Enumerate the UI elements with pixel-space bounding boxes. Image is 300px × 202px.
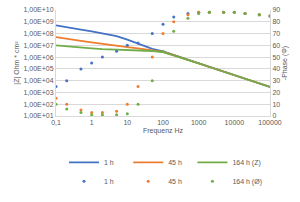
- svg-text:-Phase (Φ): -Phase (Φ): [281, 46, 289, 80]
- svg-text:100: 100: [157, 119, 169, 126]
- svg-text:1,00E+07: 1,00E+07: [23, 42, 53, 49]
- svg-text:1,00E+10: 1,00E+10: [23, 6, 53, 13]
- svg-text:1,00E+09: 1,00E+09: [23, 18, 53, 25]
- svg-text:90: 90: [272, 6, 280, 13]
- svg-text:40: 40: [272, 65, 280, 72]
- svg-text:1,00E+06: 1,00E+06: [23, 54, 53, 61]
- svg-text:70: 70: [272, 30, 280, 37]
- svg-text:10: 10: [123, 119, 131, 126]
- svg-text:1000: 1000: [191, 119, 207, 126]
- svg-text:1,00E+03: 1,00E+03: [23, 89, 53, 96]
- svg-text:1,00E+01: 1,00E+01: [23, 112, 53, 119]
- svg-text:1,00E+02: 1,00E+02: [23, 101, 53, 108]
- svg-text:30: 30: [272, 77, 280, 84]
- svg-text:45 h: 45 h: [168, 178, 182, 185]
- svg-text:164 h (Z): 164 h (Z): [232, 159, 260, 167]
- svg-text:10000: 10000: [225, 119, 245, 126]
- svg-text:Frequenz Hz: Frequenz Hz: [143, 127, 184, 135]
- svg-text:1: 1: [90, 119, 94, 126]
- svg-text:164 h (Ø): 164 h (Ø): [232, 178, 262, 186]
- svg-text:0,1: 0,1: [51, 119, 61, 126]
- svg-text:1,00E+05: 1,00E+05: [23, 65, 53, 72]
- svg-text:1,00E+04: 1,00E+04: [23, 77, 53, 84]
- svg-text:50: 50: [272, 54, 280, 61]
- svg-text:10: 10: [272, 101, 280, 108]
- svg-text:1 h: 1 h: [104, 178, 114, 185]
- svg-text:45 h: 45 h: [168, 159, 182, 166]
- svg-text:1 h: 1 h: [104, 159, 114, 166]
- svg-text:100000: 100000: [258, 119, 281, 126]
- svg-text:20: 20: [272, 89, 280, 96]
- svg-text:80: 80: [272, 18, 280, 25]
- svg-text:|Z| Ohm * cm²: |Z| Ohm * cm²: [13, 41, 21, 85]
- svg-text:60: 60: [272, 42, 280, 49]
- svg-text:1,00E+08: 1,00E+08: [23, 30, 53, 37]
- svg-text:0: 0: [272, 112, 276, 119]
